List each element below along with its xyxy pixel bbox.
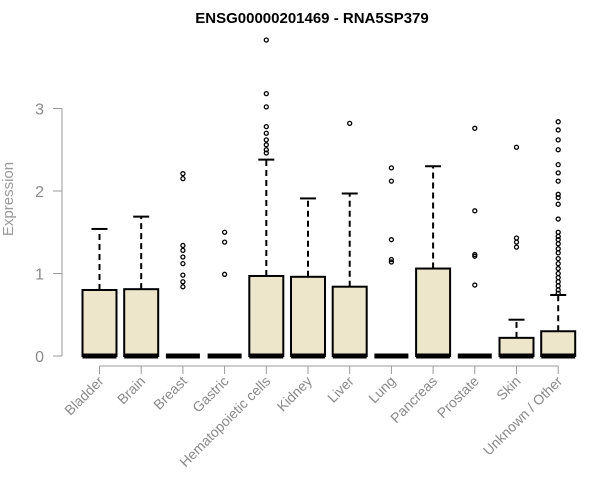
outlier-point bbox=[555, 127, 561, 133]
outlier-point bbox=[263, 147, 269, 153]
outlier-point bbox=[180, 242, 186, 249]
x-tick-label: Prostate bbox=[434, 373, 482, 421]
outlier-point bbox=[555, 233, 561, 240]
box-body bbox=[415, 267, 452, 357]
box-group bbox=[165, 171, 200, 359]
x-tick-label: Liver bbox=[324, 373, 357, 406]
outlier-point bbox=[263, 142, 269, 148]
box-body bbox=[540, 330, 577, 357]
box-body bbox=[290, 275, 326, 357]
outlier-point bbox=[555, 137, 561, 143]
outlier-point bbox=[388, 178, 395, 184]
y-tick-label: 3 bbox=[35, 102, 44, 119]
outlier-point bbox=[555, 241, 561, 247]
box-body bbox=[123, 288, 160, 357]
outlier-point bbox=[555, 201, 561, 207]
outlier-point bbox=[388, 259, 395, 265]
y-tick-label: 1 bbox=[35, 267, 44, 284]
box-group bbox=[207, 229, 242, 359]
y-axis-label: Expression bbox=[0, 162, 17, 236]
outlier-point bbox=[472, 125, 478, 131]
outlier-point bbox=[513, 144, 520, 150]
box-group bbox=[457, 125, 492, 359]
outlier-point bbox=[263, 104, 269, 110]
outlier-point bbox=[180, 175, 186, 182]
box-group bbox=[123, 215, 160, 359]
outlier-point bbox=[180, 171, 186, 177]
outlier-point bbox=[513, 244, 520, 250]
outlier-point bbox=[221, 271, 228, 277]
outlier-point bbox=[388, 165, 395, 171]
box-body bbox=[81, 289, 118, 357]
outlier-point bbox=[555, 279, 561, 285]
x-tick-label: Kidney bbox=[274, 373, 316, 415]
x-tick-label: Brain bbox=[114, 373, 148, 407]
outlier-point bbox=[555, 191, 561, 197]
y-tick-label: 0 bbox=[35, 349, 44, 366]
outlier-point bbox=[221, 229, 228, 235]
box-group bbox=[290, 197, 326, 359]
outlier-point bbox=[263, 37, 269, 43]
outlier-point bbox=[555, 194, 561, 201]
box-group bbox=[81, 227, 118, 359]
outlier-point bbox=[555, 255, 561, 262]
outlier-point bbox=[555, 290, 561, 296]
box-group bbox=[248, 37, 285, 359]
outlier-point bbox=[555, 287, 561, 293]
outlier-point bbox=[388, 256, 395, 263]
outlier-point bbox=[388, 237, 395, 243]
outlier-point bbox=[180, 260, 186, 267]
outlier-point bbox=[555, 178, 561, 184]
box-group bbox=[415, 165, 452, 359]
chart-title: ENSG00000201469 - RNA5SP379 bbox=[195, 10, 428, 27]
outlier-point bbox=[555, 246, 561, 252]
outlier-point bbox=[347, 120, 353, 126]
outlier-point bbox=[472, 253, 478, 259]
outlier-point bbox=[263, 124, 269, 130]
outlier-point bbox=[180, 279, 186, 285]
outlier-point bbox=[555, 237, 561, 243]
outlier-point bbox=[513, 239, 520, 245]
outlier-point bbox=[263, 130, 269, 136]
outlier-point bbox=[555, 170, 561, 176]
boxes bbox=[81, 37, 577, 359]
box-body bbox=[331, 285, 368, 358]
outlier-point bbox=[221, 239, 228, 245]
x-tick-label: Unknown / Other bbox=[480, 373, 566, 459]
outlier-point bbox=[472, 282, 478, 288]
outlier-point bbox=[180, 247, 186, 254]
outlier-point bbox=[555, 161, 561, 168]
outlier-point bbox=[555, 216, 561, 222]
outlier-point bbox=[555, 274, 561, 281]
outlier-point bbox=[513, 235, 520, 241]
x-tick-label: Breast bbox=[150, 373, 190, 413]
outlier-point bbox=[555, 265, 561, 272]
box-group bbox=[331, 120, 368, 359]
outlier-point bbox=[555, 119, 561, 125]
outlier-point bbox=[555, 229, 561, 235]
outlier-point bbox=[555, 147, 561, 153]
box-group bbox=[374, 165, 409, 359]
outlier-point bbox=[180, 284, 186, 290]
y-tick-label: 2 bbox=[35, 184, 44, 201]
outlier-point bbox=[555, 283, 561, 289]
outlier-point bbox=[180, 254, 186, 260]
outlier-point bbox=[263, 91, 269, 97]
box-body bbox=[248, 274, 285, 358]
x-tick-label: Skin bbox=[493, 373, 524, 404]
outlier-point bbox=[263, 150, 269, 156]
outlier-point bbox=[180, 272, 186, 278]
x-tick-label: Bladder bbox=[61, 373, 107, 419]
box-group bbox=[498, 144, 535, 359]
box-body bbox=[498, 336, 535, 358]
box-group bbox=[540, 119, 577, 359]
x-tick-label: Lung bbox=[365, 373, 398, 406]
outlier-point bbox=[555, 270, 561, 277]
outlier-point bbox=[263, 137, 269, 143]
outlier-point bbox=[555, 250, 561, 256]
outlier-point bbox=[555, 260, 561, 267]
outlier-point bbox=[472, 208, 478, 214]
